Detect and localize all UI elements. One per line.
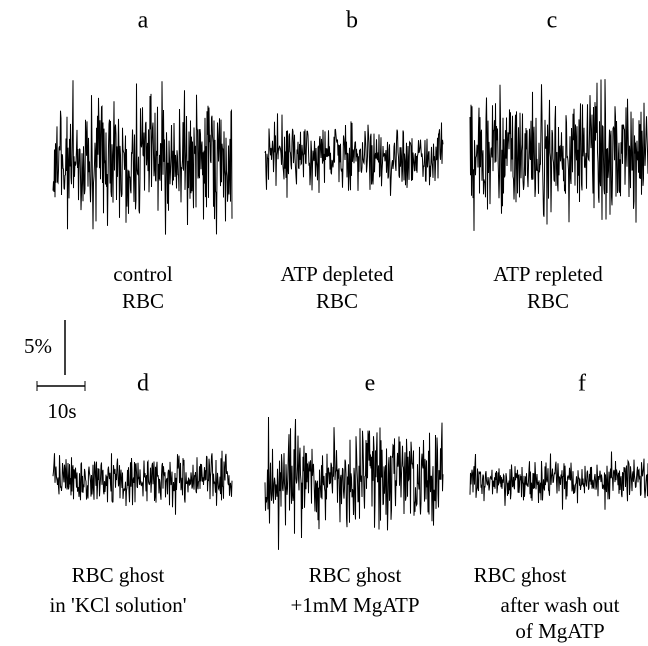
noise-trace — [264, 113, 444, 198]
panel-caption: in 'KCl solution' — [49, 593, 186, 617]
panel-caption: RBC ghost — [474, 563, 567, 587]
panel-letter: d — [137, 371, 149, 397]
panel-caption: RBC ghost — [72, 563, 165, 587]
panel-letter: b — [346, 8, 358, 34]
panel-letter: c — [547, 8, 558, 34]
panel-caption: +1mM MgATP — [290, 593, 419, 617]
panel-caption: ATP repleted — [493, 262, 603, 286]
panel-caption: RBC — [122, 289, 164, 313]
panel-letter: a — [138, 8, 149, 34]
noise-trace — [52, 80, 233, 235]
panel-letter: f — [578, 371, 586, 397]
panel-caption: control — [113, 262, 173, 286]
panel-caption: of MgATP — [515, 619, 604, 643]
noise-trace — [264, 416, 444, 550]
panel-caption: RBC — [527, 289, 569, 313]
panel-caption: RBC — [316, 289, 358, 313]
noise-trace — [52, 450, 233, 515]
scale-label: 5% — [24, 334, 52, 358]
panel-caption: RBC ghost — [309, 563, 402, 587]
noise-trace — [469, 451, 648, 510]
noise-trace — [469, 79, 648, 231]
panel-caption: after wash out — [501, 593, 620, 617]
panel-caption: ATP depleted — [281, 262, 394, 286]
scale-label: 10s — [47, 399, 76, 423]
panel-letter: e — [365, 371, 376, 397]
